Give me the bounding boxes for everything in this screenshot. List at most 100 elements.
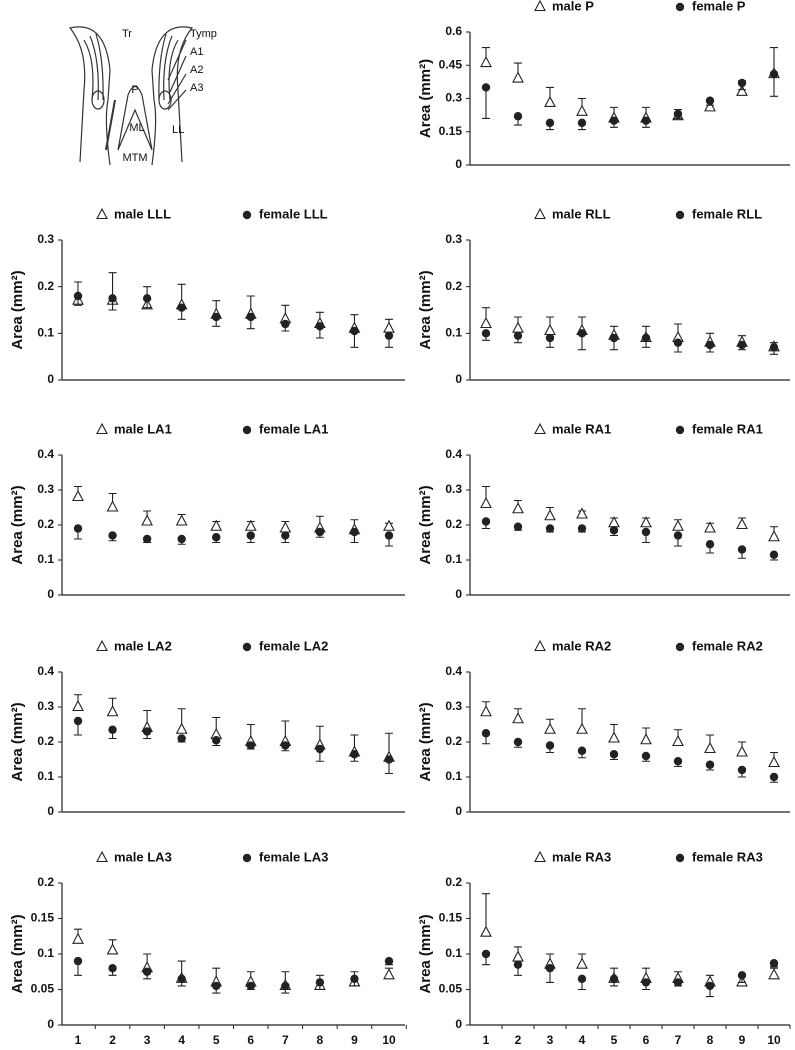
x-tick-label: 4: [579, 1033, 586, 1047]
legend-label: female RA3: [692, 849, 763, 864]
point: [242, 853, 252, 863]
x-tick-label: 3: [144, 1033, 151, 1047]
point: [609, 526, 619, 535]
point: [106, 500, 119, 512]
x-tick-label: 5: [213, 1033, 220, 1047]
point: [281, 531, 290, 540]
point: [480, 55, 492, 68]
point: [609, 974, 619, 984]
point: [673, 757, 683, 766]
point: [512, 712, 524, 724]
y-axis-label: Area (mm²): [9, 485, 26, 564]
point: [513, 960, 523, 969]
point: [513, 737, 523, 747]
point: [577, 974, 587, 984]
point: [737, 545, 747, 554]
point: [577, 524, 587, 533]
point: [704, 521, 716, 533]
point: [72, 699, 84, 712]
y-axis-label: Area (mm²): [417, 702, 434, 781]
legend-label: female RLL: [692, 206, 762, 221]
point: [315, 744, 325, 754]
diagram-label: P: [131, 84, 138, 96]
point: [106, 943, 119, 955]
point: [675, 2, 685, 12]
point: [577, 118, 587, 128]
point: [175, 722, 188, 734]
x-tick-label: 8: [707, 1033, 714, 1047]
point: [246, 981, 255, 991]
point: [108, 531, 117, 540]
legend-label: male RA3: [552, 849, 611, 864]
point: [577, 746, 587, 755]
point: [480, 705, 492, 717]
point: [768, 755, 780, 768]
y-axis-label: Area (mm²): [417, 270, 434, 349]
x-tick-label: 3: [547, 1033, 554, 1047]
x-tick-label: 9: [351, 1033, 358, 1047]
legend-label: female LLL: [259, 206, 328, 221]
legend-label: female LA2: [259, 638, 328, 653]
point: [142, 727, 152, 736]
point: [73, 956, 83, 966]
y-tick-label: 0.1: [445, 552, 462, 566]
point: [481, 83, 491, 92]
point: [384, 331, 394, 340]
point: [513, 331, 523, 340]
point: [641, 527, 651, 537]
y-axis-label: Area (mm²): [417, 59, 434, 138]
left-sac: [91, 90, 105, 110]
point: [142, 967, 152, 976]
y-tick-label: 0.3: [445, 699, 462, 713]
point: [72, 489, 84, 502]
y-tick-label: 0: [47, 587, 54, 601]
anatomy-diagram: [68, 26, 194, 166]
legend-label: male RA2: [552, 638, 611, 653]
point: [384, 531, 394, 540]
y-axis-label: Area (mm²): [417, 485, 434, 564]
point: [108, 725, 117, 734]
y-tick-label: 0.15: [31, 911, 55, 925]
point: [512, 321, 524, 333]
point: [545, 333, 555, 343]
point: [675, 642, 685, 652]
point: [242, 425, 252, 435]
point: [534, 639, 546, 652]
y-tick-label: 0: [47, 372, 54, 386]
point: [737, 340, 747, 350]
point: [246, 531, 255, 540]
point: [512, 71, 524, 83]
x-tick-label: 10: [382, 1033, 396, 1047]
arrow: [105, 99, 116, 151]
point: [177, 303, 186, 312]
legend-label: male P: [552, 0, 594, 13]
y-axis-label: Area (mm²): [9, 702, 26, 781]
point: [384, 956, 394, 966]
y-axis-label: Area (mm²): [9, 914, 26, 993]
point: [73, 524, 83, 533]
y-tick-label: 0.3: [37, 232, 54, 246]
y-tick-label: 0.45: [439, 57, 463, 71]
point: [609, 333, 619, 343]
point: [675, 425, 685, 435]
y-tick-label: 0.2: [37, 734, 54, 748]
point: [512, 950, 524, 962]
point: [315, 527, 325, 537]
point: [705, 760, 715, 769]
point: [481, 517, 491, 526]
y-tick-label: 0.1: [445, 326, 462, 340]
point: [675, 853, 685, 863]
point: [106, 705, 119, 717]
point: [545, 524, 555, 533]
point: [534, 422, 546, 435]
point: [350, 326, 359, 336]
point: [108, 294, 117, 303]
leader-lines: [167, 39, 187, 111]
point: [480, 316, 492, 329]
point: [705, 981, 715, 991]
diagram-label: MTM: [122, 152, 147, 164]
y-tick-label: 0: [455, 587, 462, 601]
point: [769, 959, 779, 968]
y-tick-label: 0.05: [31, 982, 55, 996]
point: [242, 642, 252, 652]
